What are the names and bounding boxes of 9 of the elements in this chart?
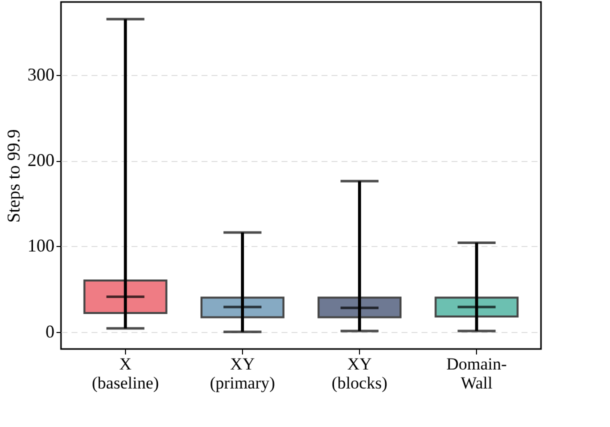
x-tick-label: X (baseline) <box>92 354 159 392</box>
y-axis-title: Steps to 99.9 <box>4 129 24 223</box>
y-tick-label: 300 <box>28 64 54 84</box>
x-tick-label: Domain-Wall <box>446 354 508 392</box>
y-tick-label: 100 <box>28 236 54 256</box>
y-tick-label: 0 <box>46 321 54 342</box>
x-tick-label: XY (primary) <box>210 354 276 392</box>
x-tick-label: XY (blocks) <box>332 354 388 392</box>
y-tick-label: 200 <box>28 150 54 170</box>
